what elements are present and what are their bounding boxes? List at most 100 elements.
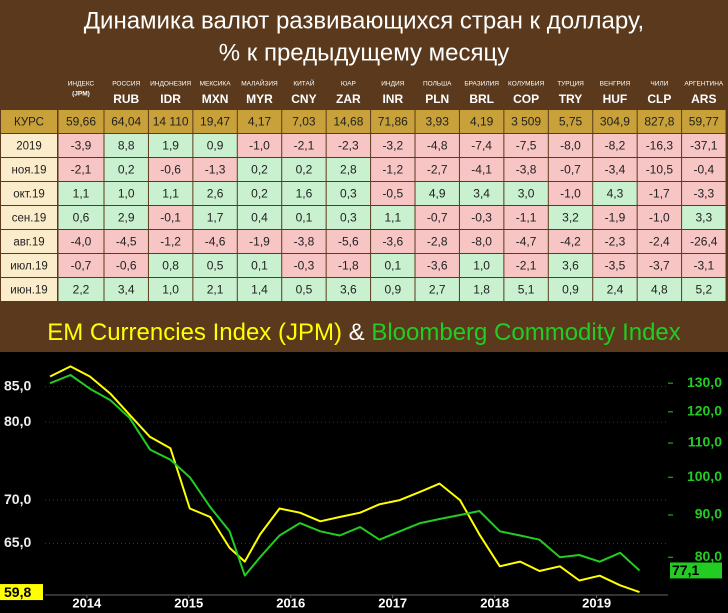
table-cell [58,182,104,205]
table-cell [637,134,682,157]
chart-area [0,352,728,613]
cell-value: 0,2 [296,163,313,177]
row-label-cell [1,206,57,229]
table-cell [415,182,459,205]
table-cell [148,254,193,277]
table-cell [682,158,726,181]
cell-value: 19,47 [200,115,230,129]
row-label-cell [1,230,57,253]
series-name: Bloomberg Commodity Index [371,319,680,346]
cell-value: -7,4 [471,139,492,153]
table-cell [326,254,371,277]
cell-value: 0,9 [384,283,401,297]
cell-value: 7,03 [292,115,316,129]
table-cell [548,254,593,277]
cell-value: 3 509 [511,115,541,129]
cell-value: -0,7 [560,163,581,177]
table-cell [237,134,282,157]
y-tick-label: 80,0 [4,413,31,429]
cell-value: 0,4 [251,211,268,225]
cell-value: -1,0 [649,211,670,225]
table-cell [148,182,193,205]
table-cell [282,278,326,301]
table-cell [593,254,637,277]
table-cell [326,206,371,229]
cell-value: -3,8 [516,163,537,177]
cell-value: 4,19 [470,115,494,129]
cell-value: 1,0 [118,187,135,201]
cell-value: -2,1 [294,139,315,153]
table-cell [548,158,593,181]
table-cell [637,206,682,229]
cell-value: 0,3 [340,211,357,225]
cell-value: -3,6 [427,259,448,273]
row-label-cell [1,134,57,157]
table-cell [104,206,148,229]
cell-value: -4,6 [205,235,226,249]
table-cell [193,134,237,157]
x-tick-label: 2018 [480,595,509,610]
table-cell [637,278,682,301]
cell-value: -1,1 [516,211,537,225]
column-code: CNY [291,92,316,106]
cell-value: 0,8 [162,259,179,273]
table-cell [193,158,237,181]
cell-value: -0,6 [160,163,181,177]
table-cell [415,110,459,133]
column-code: IDR [160,92,181,106]
column-code: HUF [603,92,628,106]
cell-value: -2,1 [516,259,537,273]
y2-tick-label: 90,0 [695,506,722,522]
table-cell [682,254,726,277]
table-cell [504,230,548,253]
row-label: сен.19 [12,213,46,225]
column-code: MXN [202,92,229,106]
table-cell [459,206,504,229]
table-cell [193,182,237,205]
table-cell [282,158,326,181]
cell-value: 1,0 [162,283,179,297]
table-cell [637,254,682,277]
cell-value: -2,3 [605,235,626,249]
column-code: COP [513,92,539,106]
table-cell [682,110,726,133]
cell-value: -0,5 [382,187,403,201]
cell-value: 0,3 [340,187,357,201]
cell-value: 14 110 [153,115,189,129]
cell-value: -26,4 [690,235,718,249]
x-tick-label: 2015 [174,595,203,610]
cell-value: -4,7 [516,235,537,249]
cell-value: 3,6 [340,283,357,297]
table-cell [326,110,371,133]
table-cell [58,158,104,181]
cell-value: 59,77 [689,115,719,129]
cell-value: -1,2 [382,163,403,177]
column-country: КИТАЙ [293,79,315,88]
table-cell [326,182,371,205]
y2-tick-label: 100,0 [687,468,722,484]
cell-value: 1,1 [384,211,401,225]
table-cell [326,134,371,157]
table-cell [237,206,282,229]
row-label-cell [1,254,57,277]
table-cell [637,110,682,133]
cell-value: -10,5 [646,163,674,177]
cell-value: 4,8 [651,283,668,297]
table-cell [504,182,548,205]
row-label-cell [1,158,57,181]
table-cell [504,110,548,133]
cell-value: 1,1 [162,187,179,201]
table-cell [371,134,415,157]
series-name: EM Currencies Index (JPM) [47,319,342,346]
cell-value: -3,2 [382,139,403,153]
table-cell [682,206,726,229]
cell-value: 1,4 [251,283,268,297]
row-label: 2019 [16,141,42,153]
table-cell [282,134,326,157]
table-cell [504,278,548,301]
row-label-cell [1,182,57,205]
table-cell [148,158,193,181]
column-country: АРГЕНТИНА [684,81,724,88]
table-cell [593,110,637,133]
table-cell [371,206,415,229]
